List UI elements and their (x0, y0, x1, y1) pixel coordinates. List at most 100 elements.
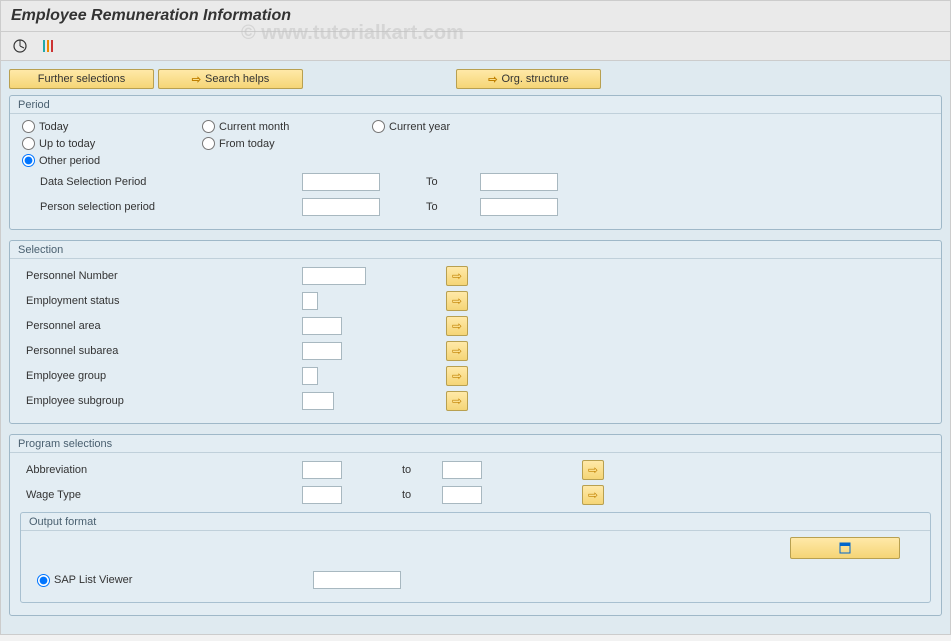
radio-today-input[interactable] (22, 120, 35, 133)
radio-other-period-label: Other period (39, 155, 100, 167)
layout-button-row (21, 531, 930, 563)
period-panel: Period Today Current month Current year (9, 95, 942, 230)
data-selection-from-input[interactable] (302, 173, 380, 191)
abbreviation-to-input[interactable] (442, 461, 482, 479)
to-label: to (402, 489, 442, 501)
personnel-subarea-input[interactable] (302, 342, 342, 360)
radio-up-to-today[interactable]: Up to today (22, 137, 202, 150)
layout-icon (838, 541, 852, 555)
wage-type-row: Wage Type to ⇨ (22, 484, 929, 506)
content-area: Further selections ⇨ Search helps ⇨ Org.… (1, 61, 950, 634)
multiple-selection-button[interactable]: ⇨ (446, 366, 468, 386)
arrow-right-icon: ⇨ (588, 463, 598, 477)
radio-sap-list-viewer-label: SAP List Viewer (54, 574, 132, 586)
radio-other-period-input[interactable] (22, 154, 35, 167)
radio-current-month-input[interactable] (202, 120, 215, 133)
personnel-subarea-row: Personnel subarea ⇨ (22, 340, 929, 362)
personnel-number-input[interactable] (302, 267, 366, 285)
person-selection-to-input[interactable] (480, 198, 558, 216)
arrow-right-icon: ⇨ (192, 73, 201, 86)
multiple-selection-button[interactable]: ⇨ (446, 316, 468, 336)
radio-up-to-today-input[interactable] (22, 137, 35, 150)
employee-group-label: Employee group (22, 370, 252, 382)
employee-group-row: Employee group ⇨ (22, 365, 929, 387)
multiple-selection-button[interactable]: ⇨ (582, 485, 604, 505)
output-panel-title: Output format (21, 513, 930, 531)
sap-list-viewer-input[interactable] (313, 571, 401, 589)
multiple-selection-button[interactable]: ⇨ (446, 391, 468, 411)
employee-subgroup-label: Employee subgroup (22, 395, 252, 407)
arrow-right-icon: ⇨ (488, 73, 497, 86)
period-radio-row-2: Up to today From today (22, 137, 929, 150)
org-structure-button[interactable]: ⇨ Org. structure (456, 69, 601, 89)
arrow-right-icon: ⇨ (452, 369, 462, 383)
layout-button[interactable] (790, 537, 900, 559)
personnel-area-row: Personnel area ⇨ (22, 315, 929, 337)
abbreviation-from-input[interactable] (302, 461, 342, 479)
radio-current-year[interactable]: Current year (372, 120, 542, 133)
radio-sap-list-viewer[interactable]: SAP List Viewer (33, 574, 279, 587)
arrow-right-icon: ⇨ (452, 294, 462, 308)
employment-status-input[interactable] (302, 292, 318, 310)
radio-other-period[interactable]: Other period (22, 154, 202, 167)
personnel-number-row: Personnel Number ⇨ (22, 265, 929, 287)
wage-type-label: Wage Type (22, 489, 252, 501)
further-selections-label: Further selections (38, 73, 125, 85)
variant-icon[interactable] (37, 36, 59, 56)
period-panel-title: Period (10, 96, 941, 114)
program-panel-title: Program selections (10, 435, 941, 453)
sap-window: Employee Remuneration Information © www.… (0, 0, 951, 635)
employment-status-row: Employment status ⇨ (22, 290, 929, 312)
arrow-right-icon: ⇨ (452, 269, 462, 283)
arrow-right-icon: ⇨ (588, 488, 598, 502)
search-helps-button[interactable]: ⇨ Search helps (158, 69, 303, 89)
output-panel-body: SAP List Viewer (21, 563, 930, 602)
program-panel-body: Abbreviation to ⇨ Wage Type to (10, 453, 941, 506)
to-label: to (402, 464, 442, 476)
multiple-selection-button[interactable]: ⇨ (446, 291, 468, 311)
person-selection-label: Person selection period (22, 201, 252, 213)
selection-panel: Selection Personnel Number ⇨ Employment … (9, 240, 942, 424)
period-panel-body: Today Current month Current year Up to t… (10, 114, 941, 218)
employment-status-label: Employment status (22, 295, 252, 307)
personnel-number-label: Personnel Number (22, 270, 252, 282)
person-selection-row: Person selection period To (22, 196, 929, 218)
arrow-right-icon: ⇨ (452, 319, 462, 333)
wage-type-from-input[interactable] (302, 486, 342, 504)
radio-from-today-input[interactable] (202, 137, 215, 150)
radio-from-today-label: From today (219, 138, 275, 150)
employee-group-input[interactable] (302, 367, 318, 385)
radio-sap-list-viewer-input[interactable] (37, 574, 50, 587)
data-selection-row: Data Selection Period To (22, 171, 929, 193)
top-button-row: Further selections ⇨ Search helps ⇨ Org.… (9, 69, 942, 89)
output-format-panel: Output format SAP List Viewer (20, 512, 931, 603)
radio-today-label: Today (39, 121, 68, 133)
employee-subgroup-row: Employee subgroup ⇨ (22, 390, 929, 412)
page-title: Employee Remuneration Information (11, 7, 940, 25)
radio-from-today[interactable]: From today (202, 137, 372, 150)
radio-current-month[interactable]: Current month (202, 120, 372, 133)
period-radio-row-3: Other period (22, 154, 929, 167)
radio-current-year-input[interactable] (372, 120, 385, 133)
search-helps-label: Search helps (205, 73, 269, 85)
further-selections-button[interactable]: Further selections (9, 69, 154, 89)
wage-type-to-input[interactable] (442, 486, 482, 504)
arrow-right-icon: ⇨ (452, 394, 462, 408)
execute-icon[interactable] (9, 36, 31, 56)
arrow-right-icon: ⇨ (452, 344, 462, 358)
sap-list-viewer-row: SAP List Viewer (33, 569, 918, 591)
personnel-area-label: Personnel area (22, 320, 252, 332)
org-structure-label: Org. structure (501, 73, 568, 85)
toolbar: © www.tutorialkart.com (1, 32, 950, 61)
abbreviation-row: Abbreviation to ⇨ (22, 459, 929, 481)
person-selection-from-input[interactable] (302, 198, 380, 216)
multiple-selection-button[interactable]: ⇨ (446, 266, 468, 286)
employee-subgroup-input[interactable] (302, 392, 334, 410)
personnel-area-input[interactable] (302, 317, 342, 335)
multiple-selection-button[interactable]: ⇨ (582, 460, 604, 480)
multiple-selection-button[interactable]: ⇨ (446, 341, 468, 361)
radio-today[interactable]: Today (22, 120, 202, 133)
title-bar: Employee Remuneration Information (1, 1, 950, 32)
to-label: To (420, 176, 480, 188)
data-selection-to-input[interactable] (480, 173, 558, 191)
